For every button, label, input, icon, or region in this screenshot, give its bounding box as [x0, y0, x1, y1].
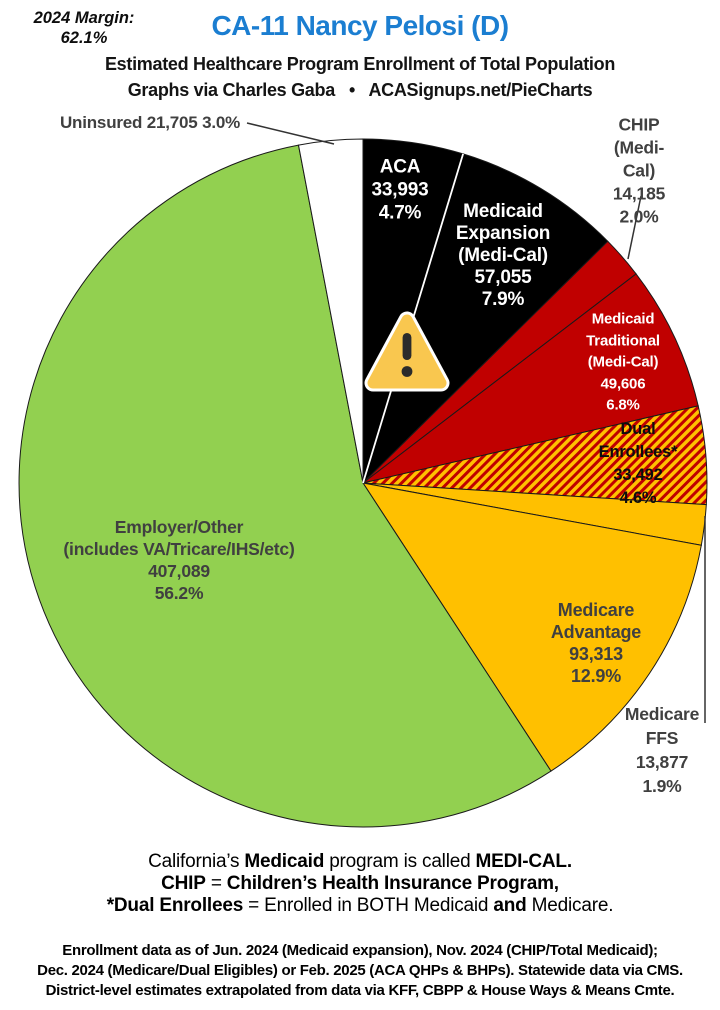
chart-subtitle: Estimated Healthcare Program Enrollment …	[104, 54, 616, 74]
white-slice-divider	[362, 153, 464, 484]
note-line: *Dual Enrollees = Enrolled in BOTH Medic…	[106, 895, 614, 916]
pie-label-employer-other-includes-va-tricare-ihs-etc: Employer/Other (includes VA/Tricare/IHS/…	[63, 517, 295, 603]
footer-line: Enrollment data as of Jun. 2024 (Medicai…	[62, 942, 658, 959]
pie-label-medicaid-traditional-medi-cal: Medicaid Traditional (Medi-Cal) 49,606 6…	[586, 310, 660, 414]
pie-slice-medicare-ffs	[362, 482, 707, 546]
leader-line-chip-medi-cal	[627, 195, 642, 260]
credit-line: Graphs via Charles Gaba • ACASignups.net…	[127, 80, 593, 100]
pie-label-medicare-ffs: Medicare FFS 13,877 1.9%	[624, 704, 700, 796]
slice-dividers	[362, 153, 464, 484]
pie-label-medicaid-expansion-medi-cal: Medicaid Expansion (Medi-Cal) 57,055 7.9…	[455, 201, 551, 310]
pie-label-uninsured: Uninsured 21,705 3.0%	[59, 113, 241, 132]
definitions-note: California’s Medicaid program is called …	[0, 851, 720, 917]
footer-line: Dec. 2024 (Medicare/Dual Eligibles) or F…	[37, 962, 683, 979]
pie-slices	[18, 138, 708, 828]
pie-slice-chip-medi-cal	[362, 240, 637, 484]
pie-label-medicare-advantage: Medicare Advantage 93,313 12.9%	[550, 600, 642, 686]
label-leader-lines	[246, 122, 706, 723]
leader-line-uninsured	[246, 122, 335, 145]
pie-label-aca: ACA 33,993 4.7%	[371, 156, 429, 224]
pie-label-dual-enrollees: Dual Enrollees* 33,492 4.6%	[598, 420, 678, 507]
warning-icon	[364, 311, 450, 392]
note-line: CHIP = Children’s Health Insurance Progr…	[161, 873, 559, 894]
source-footnote: Enrollment data as of Jun. 2024 (Medicai…	[0, 941, 720, 1001]
pie-slice-medicaid-expansion-medi-cal	[362, 153, 609, 484]
note-line: California’s Medicaid program is called …	[148, 851, 572, 872]
pie-slice-medicare-advantage	[361, 482, 702, 772]
footer-line: District-level estimates extrapolated fr…	[45, 982, 675, 999]
margin-note-label: 2024 Margin:	[33, 9, 135, 27]
pie-slice-medicaid-traditional-medi-cal	[362, 273, 699, 484]
pie-slice-aca	[362, 138, 464, 484]
margin-note-value: 62.1%	[60, 29, 108, 47]
pie-label-chip-medi-cal: CHIP (Medi-Cal) 14,185 2.0%	[612, 114, 666, 227]
page-title: CA-11 Nancy Pelosi (D)	[211, 10, 509, 41]
pie-slice-employer-other-includes-va-tricare-ihs-etc	[18, 144, 552, 828]
margin-note: 2024 Margin: 62.1%	[16, 8, 152, 48]
pie-slice-uninsured	[297, 138, 364, 484]
pie-slice-dual-enrollees	[362, 405, 708, 506]
